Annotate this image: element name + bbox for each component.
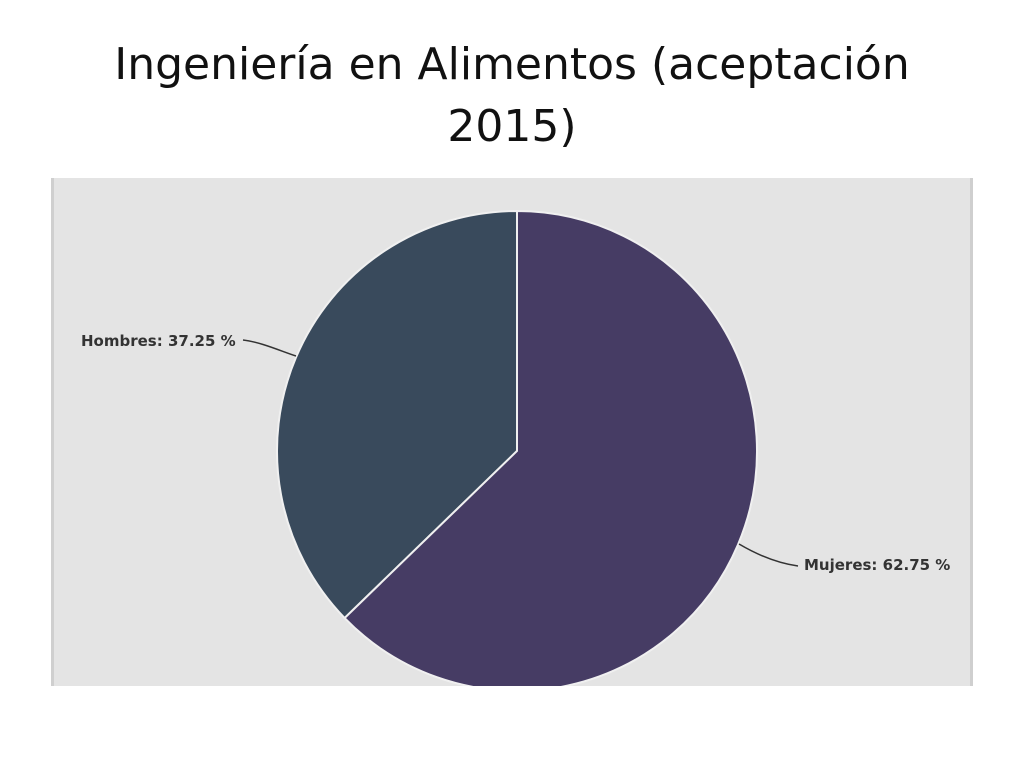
slice-label-hombres: Hombres: 37.25 % <box>81 332 236 350</box>
pie-slice-mujeres <box>343 209 758 686</box>
slice-label-mujeres: Mujeres: 62.75 % <box>804 556 950 574</box>
leader-line-mujeres <box>738 543 799 567</box>
leader-line-hombres <box>242 339 297 357</box>
pie-slice-hombres <box>276 209 518 620</box>
slide-title: Ingeniería en Alimentos (aceptación 2015… <box>114 39 910 152</box>
chart-panel: Hombres: 37.25 % Mujeres: 62.75 % <box>51 178 973 686</box>
pie-chart: Hombres: 37.25 % Mujeres: 62.75 % <box>81 209 950 686</box>
